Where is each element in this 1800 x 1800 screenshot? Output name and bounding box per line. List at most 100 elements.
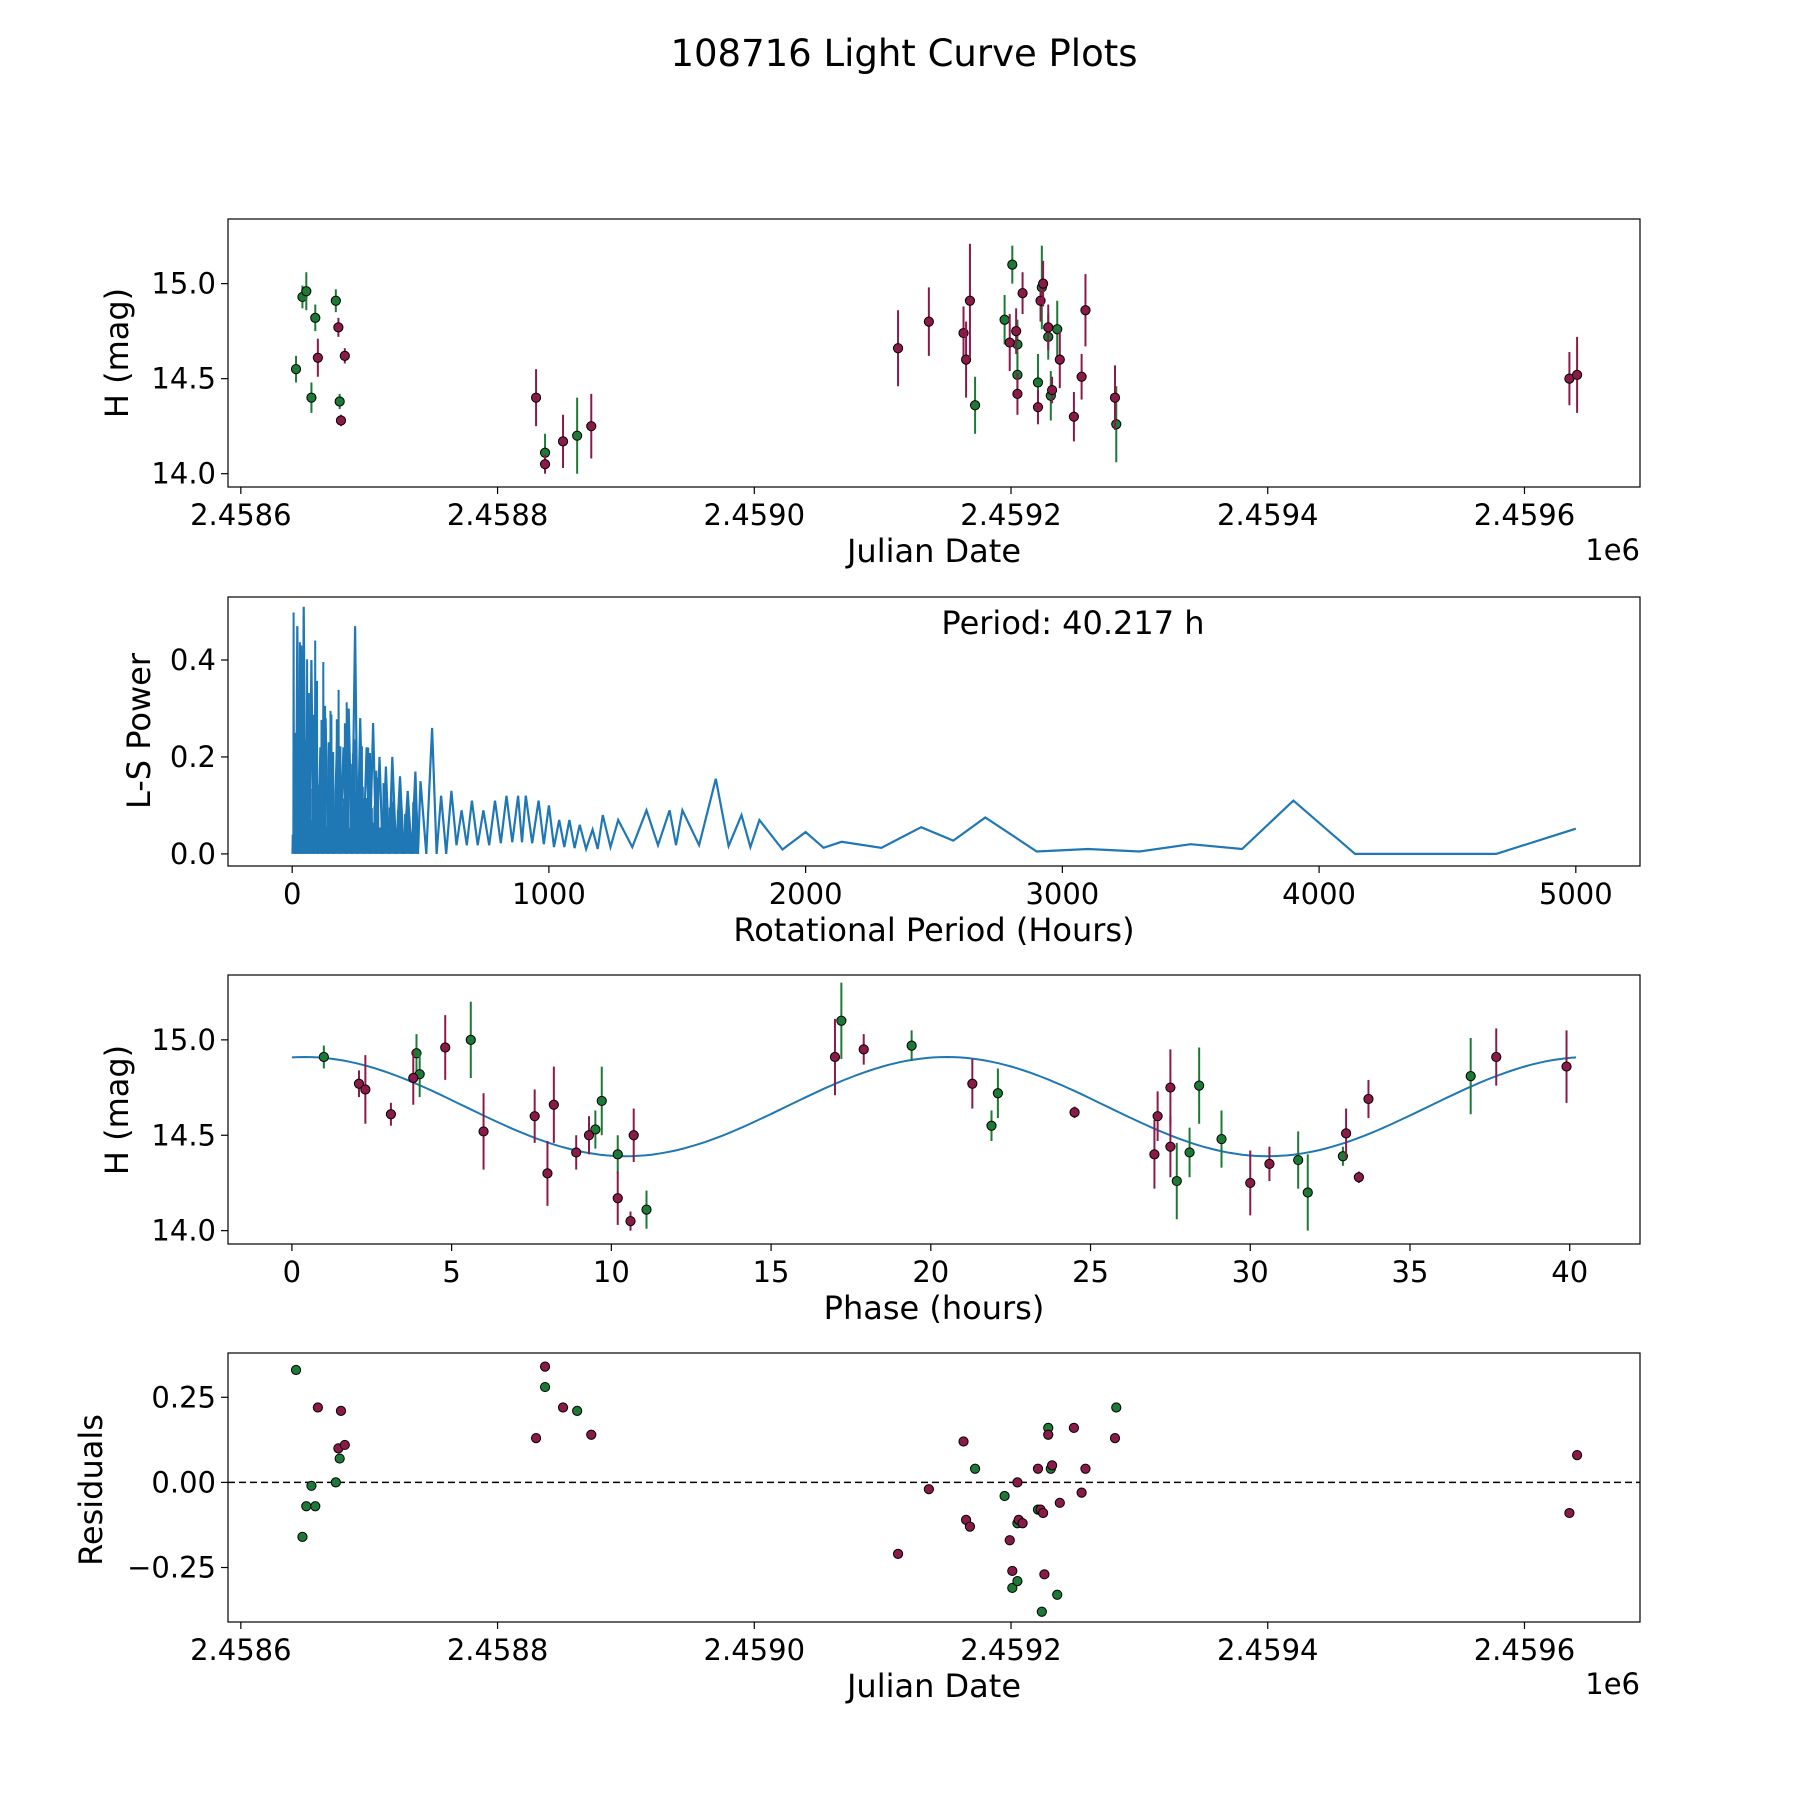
phase-xtick-label: 5 xyxy=(442,1255,460,1289)
residuals-point-red xyxy=(530,1433,542,1444)
lightcurve-xtick-label: 2.4592 xyxy=(960,498,1061,532)
lightcurve-point-red xyxy=(557,436,569,447)
residuals-point-green xyxy=(1007,1582,1018,1594)
lightcurve-xtick-label: 2.4586 xyxy=(190,498,291,532)
residuals-point-green xyxy=(290,1364,302,1376)
lightcurve-point-green xyxy=(572,430,583,441)
residuals-point-green xyxy=(301,1501,312,1512)
phase-point-red xyxy=(478,1126,489,1137)
figure-title: 108716 Light Curve Plots xyxy=(670,32,1137,75)
residuals-point-red xyxy=(1054,1497,1065,1508)
lightcurve-ytick-label: 14.5 xyxy=(151,362,216,396)
residuals-point-red xyxy=(1039,1569,1050,1580)
periodogram-ytick-label: 0.4 xyxy=(170,643,216,677)
residuals-marks xyxy=(228,1361,1640,1617)
lightcurve-point-red xyxy=(1080,305,1091,316)
residuals-point-red xyxy=(1109,1433,1121,1444)
periodogram-axes-frame xyxy=(227,596,1641,867)
phase-point-green xyxy=(1194,1080,1205,1091)
residuals-point-green xyxy=(297,1531,308,1542)
phase-ticks: 0 5 10 15 20 25 30 35 40 14.0 14.5 15.0 xyxy=(151,1023,1588,1289)
phase-point-red xyxy=(1340,1128,1352,1139)
lightcurve-point-red xyxy=(892,343,904,354)
phase-point-green xyxy=(590,1124,601,1135)
residuals-point-red xyxy=(1007,1565,1018,1577)
residuals-point-red xyxy=(586,1429,597,1440)
lightcurve-point-red xyxy=(923,316,934,327)
phase-xtick-label: 15 xyxy=(753,1255,790,1289)
periodogram-marks xyxy=(291,606,1577,855)
phase-point-green xyxy=(986,1120,997,1131)
lightcurve-xtick-label: 2.4590 xyxy=(704,498,805,532)
lightcurve-axes-frame xyxy=(227,218,1641,488)
lightcurve-point-green xyxy=(1007,259,1018,270)
residuals-point-red xyxy=(335,1405,347,1416)
lightcurve-point-green xyxy=(306,392,317,403)
residuals-point-red xyxy=(1076,1487,1087,1498)
lightcurve-ytick-label: 14.0 xyxy=(151,457,216,491)
phase-point-red xyxy=(967,1078,978,1089)
periodogram-xtick-label: 0 xyxy=(283,877,301,911)
phase-point-red xyxy=(1264,1158,1275,1169)
phase-ylabel: H (mag) xyxy=(98,1045,136,1175)
lightcurve-point-green xyxy=(310,312,321,323)
residuals-point-red xyxy=(1080,1463,1091,1474)
residuals-point-red xyxy=(958,1436,969,1447)
residuals-xtick-label: 2.4590 xyxy=(704,1633,805,1667)
residuals-point-red xyxy=(964,1521,976,1532)
period-annotation: Period: 40.217 h xyxy=(941,604,1204,642)
lightcurve-point-red xyxy=(1004,337,1015,348)
periodogram-xtick-label: 5000 xyxy=(1539,877,1613,911)
residuals-point-red xyxy=(312,1402,323,1413)
periodogram-xtick-label: 4000 xyxy=(1282,877,1356,911)
phase-point-green xyxy=(1184,1147,1195,1158)
phase-ytick-label: 14.0 xyxy=(151,1214,216,1248)
phase-point-green xyxy=(641,1204,652,1215)
residuals-ylabel: Residuals xyxy=(72,1414,110,1566)
phase-xtick-label: 25 xyxy=(1072,1255,1109,1289)
residuals-point-red xyxy=(1068,1422,1080,1434)
lightcurve-point-red xyxy=(1011,326,1022,337)
lightcurve-xtick-label: 2.4588 xyxy=(447,498,548,532)
lightcurve-point-green xyxy=(330,295,341,306)
periodogram-xtick-label: 2000 xyxy=(769,877,843,911)
phase-point-green xyxy=(465,1034,476,1045)
lightcurve-point-red xyxy=(1012,388,1023,399)
phase-point-red xyxy=(1152,1111,1163,1122)
lightcurve-marks xyxy=(290,243,1583,474)
residuals-point-green xyxy=(330,1477,341,1488)
periodogram-ytick-label: 0.0 xyxy=(170,837,216,871)
lightcurve-point-green xyxy=(1032,377,1044,388)
lightcurve-point-green xyxy=(999,314,1010,325)
phase-point-red xyxy=(1363,1093,1374,1105)
lightcurve-point-red xyxy=(539,459,551,470)
phase-point-red xyxy=(628,1130,639,1141)
residuals-point-red xyxy=(1046,1460,1058,1471)
residuals-point-green xyxy=(1111,1402,1122,1413)
phase-marks xyxy=(291,982,1577,1231)
residuals-point-green xyxy=(310,1501,321,1512)
residuals-ticks: 2.4586 2.4588 2.4590 2.4592 2.4594 2.4596 −0.2… xyxy=(127,1380,1575,1667)
periodogram-ylabel: L-S Power xyxy=(120,652,158,809)
periodogram-panel: 0 1000 2000 3000 4000 5000 0.0 0.2 0.4 Period: 4… xyxy=(120,596,1641,949)
lightcurve-point-green xyxy=(301,286,312,297)
lightcurve-point-red xyxy=(530,392,542,403)
phase-xlabel: Phase (hours) xyxy=(824,1289,1045,1327)
periodogram-ytick-label: 0.2 xyxy=(170,740,216,774)
lightcurve-point-green xyxy=(969,400,981,411)
phase-xtick-label: 10 xyxy=(593,1255,630,1289)
phase-point-green xyxy=(906,1040,917,1051)
residuals-point-red xyxy=(923,1484,934,1495)
phase-point-red xyxy=(829,1051,841,1063)
lightcurve-point-red xyxy=(1054,354,1065,365)
periodogram-line xyxy=(293,606,1577,855)
residuals-point-red xyxy=(1012,1477,1023,1488)
residuals-point-red xyxy=(1572,1450,1583,1461)
phase-point-red xyxy=(1353,1172,1364,1183)
phase-axes-frame xyxy=(227,974,1641,1245)
lightcurve-point-red xyxy=(1076,371,1087,382)
phase-xtick-label: 30 xyxy=(1232,1255,1269,1289)
lightcurve-point-red xyxy=(1109,392,1121,403)
residuals-axes-frame xyxy=(227,1352,1641,1623)
